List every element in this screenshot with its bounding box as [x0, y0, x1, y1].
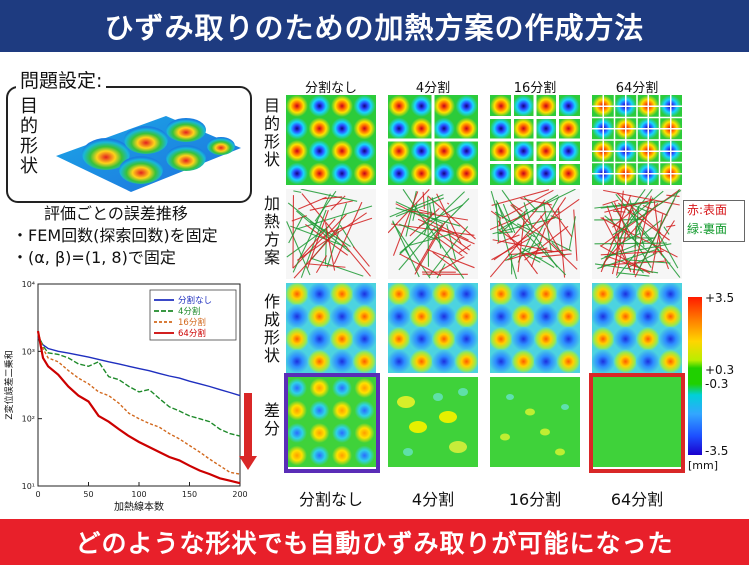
series-line-1 [37, 333, 241, 437]
error-chart: 0 50 100 150 200 10¹ 10² 10³ 10⁴ 加熱線本数 Z変位誤差二乗和 分割な… [3, 280, 248, 513]
row-label-difference: 差分 [261, 402, 280, 438]
legend-label-1: 4分割 [178, 306, 200, 317]
legend-back-surface: 緑:裏面 [687, 222, 728, 236]
colorbar-max: +3.5 [705, 291, 735, 305]
error-transition-title: 評価ごとの誤差推移 [44, 204, 188, 223]
tile-image [286, 377, 376, 467]
legend-label-3: 64分割 [178, 328, 206, 339]
down-arrow-shaft [244, 393, 252, 457]
tile-row0-col3 [592, 95, 682, 185]
conclusion-banner: どのような形状でも自動ひずみ取りが可能になった [0, 519, 749, 565]
chart-legend [149, 289, 237, 341]
legend-front-surface: 赤:表面 [687, 203, 728, 217]
column-header-16-division: 16分割 [513, 81, 557, 96]
tile-image [286, 189, 376, 279]
tile-row3-col3 [592, 377, 682, 467]
x-tick-label: 0 [35, 490, 40, 499]
colorbar-lower-mid: -0.3 [705, 377, 729, 391]
tile-image [388, 95, 478, 185]
target-surface-3d-image [56, 116, 241, 192]
tile-image [490, 189, 580, 279]
tile-row0-col0 [286, 95, 376, 185]
colorbar-min: -3.5 [705, 444, 729, 458]
x-tick-label: 50 [83, 490, 93, 499]
down-arrow-head [239, 456, 257, 470]
tile-image [490, 377, 580, 467]
row-label-result: 作成形状 [261, 293, 280, 365]
series-line-2 [37, 332, 241, 475]
column-footer-4-division: 4分割 [411, 490, 455, 509]
tile-row1-col1 [388, 189, 478, 279]
tile-row2-col0 [286, 283, 376, 373]
colorbar [688, 297, 702, 455]
column-header-64-division: 64分割 [615, 81, 659, 96]
condition-alpha-beta: ・(α, β)=(1, 8)で固定 [12, 248, 176, 267]
tile-row2-col3 [592, 283, 682, 373]
page-title: ひずみ取りのための加熱方案の作成方法 [0, 0, 749, 52]
tile-image [490, 95, 580, 185]
tile-row2-col2 [490, 283, 580, 373]
y-tick-label: 10² [22, 415, 35, 424]
y-tick-label: 10¹ [22, 482, 35, 491]
problem-setting-box [6, 86, 252, 203]
x-axis-label: 加熱線本数 [114, 500, 164, 513]
colorbar-unit: [mm] [688, 459, 719, 472]
column-footer-16-division: 16分割 [508, 490, 562, 509]
legend-label-2: 16分割 [178, 317, 206, 328]
x-tick-label: 150 [182, 490, 197, 499]
series-line-3 [36, 330, 241, 485]
y-axis-label: Z変位誤差二乗和 [3, 350, 15, 419]
tile-image [286, 283, 376, 373]
row-label-target: 目的形状 [261, 97, 280, 169]
x-tick-label: 100 [131, 490, 146, 499]
tile-image [286, 95, 376, 185]
tile-image [490, 283, 580, 373]
tile-row1-col3 [592, 189, 682, 279]
tile-row3-col1 [388, 377, 478, 467]
x-tick-label: 200 [232, 490, 247, 499]
column-footer-no-division: 分割なし [298, 490, 363, 509]
tile-image [592, 283, 682, 373]
tile-row3-col0 [286, 377, 376, 467]
y-tick-label: 10⁴ [22, 280, 35, 289]
highlight-no-division [284, 373, 380, 473]
column-header-4-division: 4分割 [415, 81, 451, 96]
heating-legend: 赤:表面 緑:裏面 [683, 200, 745, 242]
tile-image [592, 189, 682, 279]
row-label-heating: 加熱方案 [261, 195, 280, 267]
tile-image [388, 377, 478, 467]
tile-image [388, 283, 478, 373]
colorbar-upper-mid: +0.3 [705, 363, 735, 377]
tile-image [592, 95, 682, 185]
problem-heading: 問題設定: [16, 66, 107, 93]
tile-row1-col2 [490, 189, 580, 279]
condition-fem-count: ・FEM回数(探索回数)を固定 [12, 226, 218, 245]
target-shape-label: 目的形状 [17, 96, 38, 176]
tile-image [592, 377, 682, 467]
tile-row1-col0 [286, 189, 376, 279]
tile-row2-col1 [388, 283, 478, 373]
legend-label-0: 分割なし [178, 295, 212, 306]
series-line-0 [37, 337, 241, 397]
column-header-no-division: 分割なし [304, 81, 357, 96]
column-footer-64-division: 64分割 [610, 490, 664, 509]
tile-row0-col1 [388, 95, 478, 185]
tile-row0-col2 [490, 95, 580, 185]
y-tick-label: 10³ [22, 347, 35, 356]
tile-image [388, 189, 478, 279]
highlight-64-division [589, 373, 685, 473]
tile-row3-col2 [490, 377, 580, 467]
